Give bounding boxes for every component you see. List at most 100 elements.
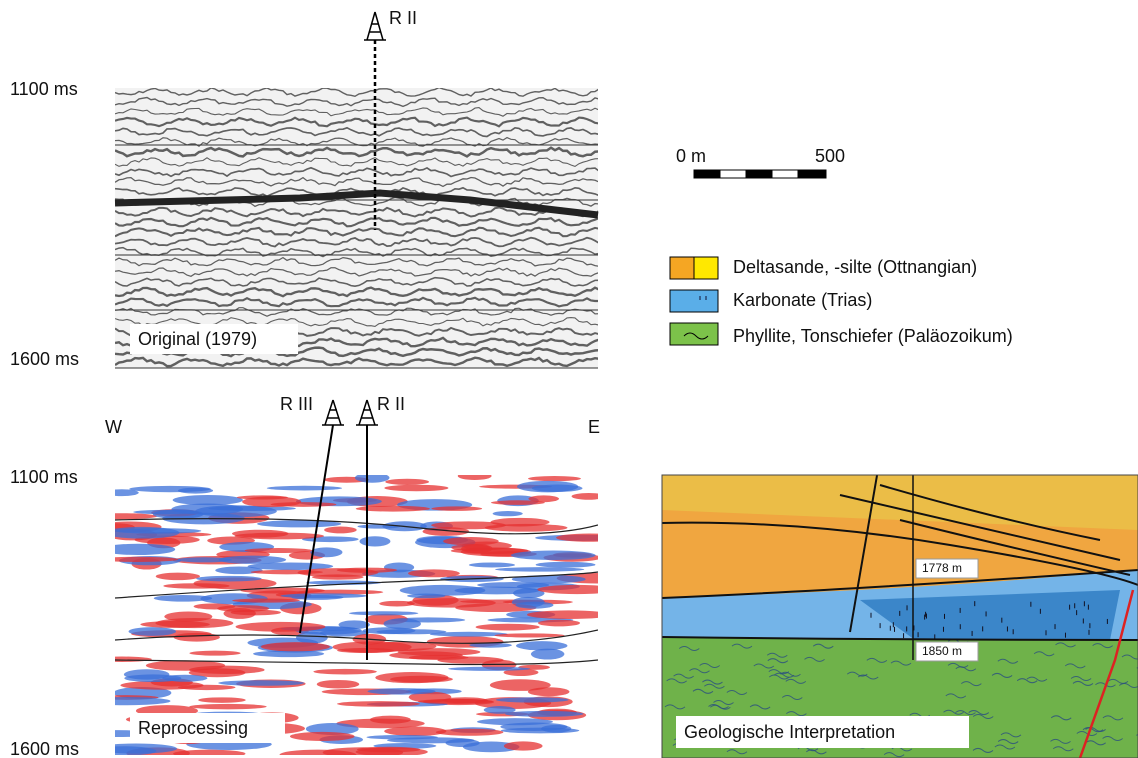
texture [217,605,269,612]
texture [84,513,157,519]
texture [173,750,245,758]
texture [171,504,243,515]
texture [375,672,448,683]
texture [219,556,287,564]
texture [232,598,300,602]
texture [448,667,530,671]
texture [317,680,359,689]
texture [384,726,446,735]
legend-label: Karbonate (Trias) [733,290,872,310]
texture [572,493,606,500]
panel-label: Geologische Interpretation [684,722,895,742]
texture [445,739,479,747]
texture [407,598,496,607]
texture [385,479,429,485]
scale-bar [694,170,826,178]
texture [290,732,355,741]
texture [324,527,357,534]
texture [408,569,460,577]
texture [537,585,616,594]
texture [323,747,404,758]
legend-label: Deltasande, -silte (Ottnangian) [733,257,977,277]
texture [469,562,515,567]
scale-start: 0 m [676,146,706,166]
texture [313,669,376,675]
texture [189,666,265,674]
well-label: R II [377,394,405,414]
texture [511,551,596,561]
texture [105,489,139,496]
texture [496,697,569,702]
texture [536,562,596,568]
texture [178,488,213,494]
texture [476,624,540,631]
texture [517,481,578,493]
time-label: 1100 ms [10,79,78,99]
texture [443,537,499,545]
texture [218,680,304,686]
texture [368,688,436,694]
texture [501,728,580,734]
texture [376,629,446,634]
texture [437,657,503,664]
texture [528,495,559,502]
texture [281,593,368,598]
texture [494,633,564,637]
legend-label: Phyllite, Tonschiefer (Paläozoikum) [733,326,1013,346]
derrick [322,400,378,425]
panel-label: Reprocessing [138,718,248,738]
texture [178,685,236,690]
texture [92,657,152,662]
texture [556,534,623,542]
texture [516,641,567,650]
texture [495,567,584,572]
texture [515,602,553,609]
texture [398,648,481,656]
texture [81,697,170,705]
texture [451,544,490,551]
time-label: 1100 ms [10,467,78,487]
texture [359,536,390,546]
derrick [364,12,386,40]
texture [140,621,210,628]
direction-label: W [105,417,122,437]
texture [400,585,486,596]
panel-label: Original (1979) [138,329,257,349]
texture [164,611,212,621]
texture [458,472,492,480]
depth-label: 1850 m [922,644,962,658]
texture [95,744,177,754]
texture [261,642,330,651]
texture [493,511,523,516]
depth-label: 1778 m [922,561,962,575]
texture [189,704,266,709]
texture [100,544,175,555]
texture [505,711,583,717]
texture [245,548,313,553]
direction-label: E [588,417,600,437]
texture [366,735,437,739]
figure: R II 1100 ms 1600 ms Original (1979) 0 m… [0,0,1138,758]
time-label: 1600 ms [10,739,79,758]
well-label: R II [389,8,417,28]
legend-swatch [670,257,718,345]
scale-end: 500 [815,146,845,166]
texture [162,675,207,682]
texture [436,729,503,736]
texture [96,557,178,562]
texture [528,476,581,481]
texture [105,527,180,539]
texture [370,716,411,724]
time-label: 1600 ms [10,349,79,369]
texture [337,648,394,653]
texture [538,620,580,627]
texture [384,485,448,492]
texture [337,701,420,707]
texture [504,741,543,750]
well-label: R III [280,394,313,414]
texture [383,618,421,629]
texture [349,611,418,615]
texture [527,610,611,619]
texture [242,496,301,507]
texture [355,473,390,483]
